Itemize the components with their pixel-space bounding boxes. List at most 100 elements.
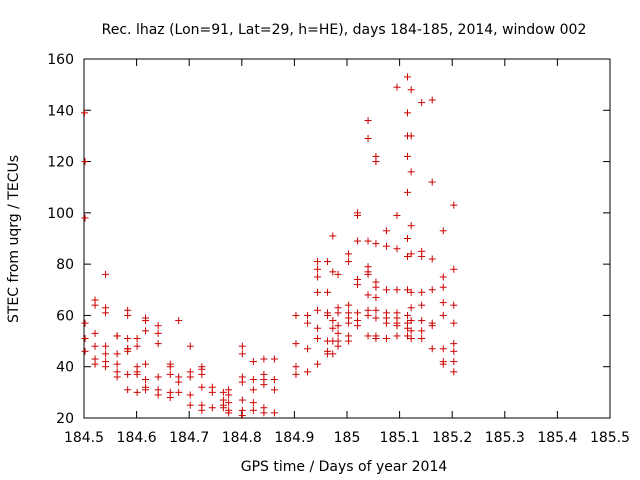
data-point	[403, 73, 411, 81]
data-point	[372, 283, 380, 291]
data-point	[260, 381, 268, 389]
data-point	[219, 388, 227, 396]
data-point	[186, 391, 194, 399]
data-point	[393, 332, 401, 340]
x-tick-label: 184.6	[117, 430, 157, 446]
data-point	[91, 360, 99, 368]
data-point	[407, 288, 415, 296]
data-point	[450, 201, 458, 209]
data-point	[208, 404, 216, 412]
data-point	[102, 342, 110, 350]
data-point	[450, 368, 458, 376]
data-point	[102, 270, 110, 278]
data-point	[292, 370, 300, 378]
data-point	[334, 329, 342, 337]
data-point	[439, 227, 447, 235]
data-point	[81, 158, 89, 166]
data-point	[142, 327, 150, 335]
data-point	[345, 258, 353, 266]
data-point	[329, 232, 337, 240]
data-point	[198, 406, 206, 414]
data-point	[198, 383, 206, 391]
data-point	[403, 286, 411, 294]
data-point	[334, 270, 342, 278]
y-tick-label: 40	[56, 360, 74, 376]
data-point	[372, 158, 380, 166]
data-point	[133, 342, 141, 350]
data-point	[314, 360, 322, 368]
data-point	[372, 314, 380, 322]
data-point	[439, 360, 447, 368]
data-point	[418, 288, 426, 296]
data-point	[354, 322, 362, 330]
data-point	[372, 240, 380, 248]
data-point	[393, 245, 401, 253]
data-point	[345, 337, 353, 345]
data-point	[154, 373, 162, 381]
data-point	[314, 306, 322, 314]
x-tick-label: 185.1	[380, 430, 420, 446]
data-point	[428, 96, 436, 104]
data-point	[166, 363, 174, 371]
data-point	[270, 376, 278, 384]
data-point	[81, 319, 89, 327]
data-point	[175, 388, 183, 396]
data-point	[314, 335, 322, 343]
x-tick-label: 184.5	[64, 430, 104, 446]
y-tick-label: 60	[56, 308, 74, 324]
data-point	[354, 237, 362, 245]
data-point	[329, 324, 337, 332]
data-point	[186, 373, 194, 381]
data-point	[403, 332, 411, 340]
data-point	[154, 322, 162, 330]
data-point	[364, 311, 372, 319]
data-point	[450, 319, 458, 327]
data-point	[407, 317, 415, 325]
x-tick-label: 184.9	[274, 430, 314, 446]
data-point	[219, 404, 227, 412]
data-point	[418, 252, 426, 260]
y-tick-label: 120	[47, 155, 74, 171]
data-point	[439, 299, 447, 307]
x-tick-label: 185	[334, 430, 361, 446]
y-tick-label: 20	[56, 411, 74, 427]
data-point	[238, 411, 246, 419]
data-point	[102, 309, 110, 317]
data-point	[329, 268, 337, 276]
x-tick-label: 184.8	[222, 430, 262, 446]
data-point	[382, 242, 390, 250]
data-point	[166, 370, 174, 378]
data-point	[270, 409, 278, 417]
data-point	[304, 319, 312, 327]
data-point	[249, 376, 257, 384]
chart-title: Rec. lhaz (Lon=91, Lat=29, h=HE), days 1…	[102, 22, 587, 38]
data-point	[439, 311, 447, 319]
data-point	[175, 378, 183, 386]
y-axis: 20 40 60 80 100 120 140 160	[47, 52, 610, 427]
data-point	[334, 322, 342, 330]
data-point	[154, 329, 162, 337]
data-point	[407, 304, 415, 312]
data-point	[249, 406, 257, 414]
data-point	[382, 335, 390, 343]
data-point	[428, 322, 436, 330]
data-point	[439, 273, 447, 281]
data-point	[304, 345, 312, 353]
data-point	[345, 250, 353, 258]
x-tick-label: 185.4	[537, 430, 577, 446]
data-point	[270, 355, 278, 363]
data-point	[364, 332, 372, 340]
data-point	[81, 347, 89, 355]
data-point	[133, 370, 141, 378]
plot-frame	[83, 58, 611, 419]
data-point	[407, 132, 415, 140]
data-point	[354, 281, 362, 289]
data-point	[403, 235, 411, 242]
data-point	[329, 317, 337, 325]
data-point	[238, 378, 246, 386]
data-point	[238, 342, 246, 350]
data-point	[186, 401, 194, 409]
x-axis-label: GPS time / Days of year 2014	[241, 459, 448, 475]
data-point	[91, 342, 99, 350]
data-point	[292, 363, 300, 371]
